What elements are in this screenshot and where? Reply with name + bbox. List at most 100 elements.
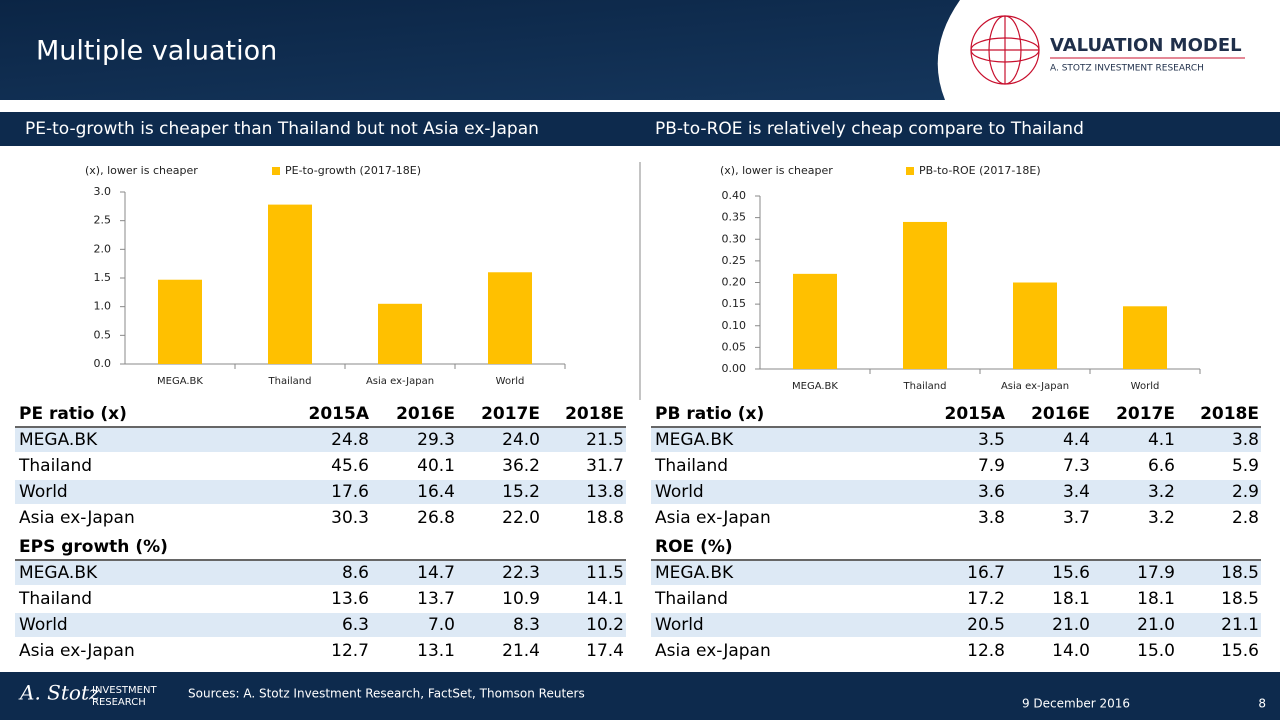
row-label: World	[655, 482, 704, 502]
footer-logo-line: INVESTMENT	[92, 685, 157, 696]
table-cell: 17.6	[331, 482, 369, 502]
bar	[158, 279, 202, 364]
y-axis-label: (x), lower is cheaper	[85, 164, 198, 177]
table-cell: 30.3	[331, 508, 369, 528]
table-cell: 5.9	[1232, 456, 1259, 476]
table-cell: 12.8	[967, 641, 1005, 661]
table-cell: 29.3	[417, 430, 455, 450]
table-header: 2017E	[481, 404, 540, 424]
footer-logo-line: RESEARCH	[92, 697, 146, 708]
table-cell: 21.4	[502, 641, 540, 661]
legend-label: PE-to-growth (2017-18E)	[285, 164, 421, 177]
table-cell: 17.2	[967, 589, 1005, 609]
footer-logo-name: A. Stotz	[18, 681, 100, 705]
table-cell: 16.4	[417, 482, 455, 502]
y-tick-label: 0.15	[722, 297, 747, 310]
table-cell: 6.3	[342, 615, 369, 635]
bar	[1013, 282, 1057, 369]
row-band	[15, 613, 626, 637]
footer-bar	[0, 672, 1280, 720]
row-label: World	[19, 615, 68, 635]
table-cell: 21.1	[1221, 615, 1259, 635]
table-cell: 13.7	[417, 589, 455, 609]
x-tick-label: Thailand	[903, 381, 947, 392]
row-label: Thailand	[18, 456, 92, 476]
table-cell: 13.6	[331, 589, 369, 609]
y-tick-label: 0.05	[722, 340, 747, 353]
table-header: 2016E	[396, 404, 455, 424]
table-cell: 3.8	[1232, 430, 1259, 450]
table-cell: 3.7	[1063, 508, 1090, 528]
table-cell: 8.6	[342, 563, 369, 583]
y-tick-label: 0.35	[722, 211, 747, 224]
table-cell: 14.1	[586, 589, 624, 609]
table-cell: 2.8	[1232, 508, 1259, 528]
y-tick-label: 0.00	[722, 362, 747, 375]
date: 9 December 2016	[1022, 697, 1130, 711]
table-cell: 17.4	[586, 641, 624, 661]
table-cell: 13.8	[586, 482, 624, 502]
table-cell: 7.9	[978, 456, 1005, 476]
table-cell: 7.3	[1063, 456, 1090, 476]
row-band	[651, 480, 1261, 504]
x-tick-label: Thailand	[268, 376, 312, 387]
table-cell: 18.1	[1137, 589, 1175, 609]
bar	[488, 272, 532, 364]
table-header: 2016E	[1031, 404, 1090, 424]
brand-sub: A. STOTZ INVESTMENT RESEARCH	[1050, 64, 1204, 74]
y-tick-label: 3.0	[94, 185, 112, 198]
table-cell: 10.9	[502, 589, 540, 609]
row-band	[651, 561, 1261, 585]
y-axis-label: (x), lower is cheaper	[720, 164, 833, 177]
legend-swatch	[906, 167, 914, 175]
row-label: MEGA.BK	[19, 563, 98, 583]
table-cell: 4.4	[1063, 430, 1090, 450]
page-number: 8	[1258, 697, 1266, 711]
table-cell: 31.7	[586, 456, 624, 476]
table-cell: 13.1	[417, 641, 455, 661]
table-cell: 21.5	[586, 430, 624, 450]
y-tick-label: 0.5	[94, 328, 112, 341]
table-cell: 7.0	[428, 615, 455, 635]
table-header: 2015A	[309, 404, 370, 424]
y-tick-label: 0.10	[722, 319, 747, 332]
y-tick-label: 0.20	[722, 276, 747, 289]
table-cell: 3.4	[1063, 482, 1090, 502]
y-tick-label: 0.30	[722, 232, 747, 245]
table-cell: 45.6	[331, 456, 369, 476]
row-band	[651, 428, 1261, 452]
row-label: Asia ex-Japan	[19, 641, 135, 661]
legend-label: PB-to-ROE (2017-18E)	[919, 164, 1041, 177]
table-cell: 14.7	[417, 563, 455, 583]
table-cell: 24.8	[331, 430, 369, 450]
table-cell: 22.3	[502, 563, 540, 583]
row-band	[15, 480, 626, 504]
logo-panel	[937, 0, 1280, 100]
page-title: Multiple valuation	[36, 36, 277, 67]
y-tick-label: 0.0	[94, 357, 112, 370]
table-cell: 24.0	[502, 430, 540, 450]
table-cell: 14.0	[1052, 641, 1090, 661]
x-tick-label: MEGA.BK	[157, 376, 203, 387]
table-cell: 10.2	[586, 615, 624, 635]
bar	[1123, 306, 1167, 369]
table-cell: 18.1	[1052, 589, 1090, 609]
table-cell: 16.7	[967, 563, 1005, 583]
bar	[793, 273, 837, 369]
table-cell: 3.2	[1148, 508, 1175, 528]
x-tick-label: World	[496, 376, 525, 387]
table-cell: 3.5	[978, 430, 1005, 450]
table-cell: 3.8	[978, 508, 1005, 528]
chart-title: PB-to-ROE is relatively cheap compare to…	[655, 119, 1084, 139]
row-band	[15, 428, 626, 452]
y-tick-label: 2.5	[94, 214, 112, 227]
y-tick-label: 1.0	[94, 300, 112, 313]
subtitle-bar	[0, 112, 1280, 146]
y-tick-label: 0.40	[722, 189, 747, 202]
table-cell: 40.1	[417, 456, 455, 476]
table-header: EPS growth (%)	[19, 537, 168, 557]
bar	[903, 221, 947, 369]
y-tick-label: 0.25	[722, 254, 747, 267]
row-label: Asia ex-Japan	[655, 508, 771, 528]
